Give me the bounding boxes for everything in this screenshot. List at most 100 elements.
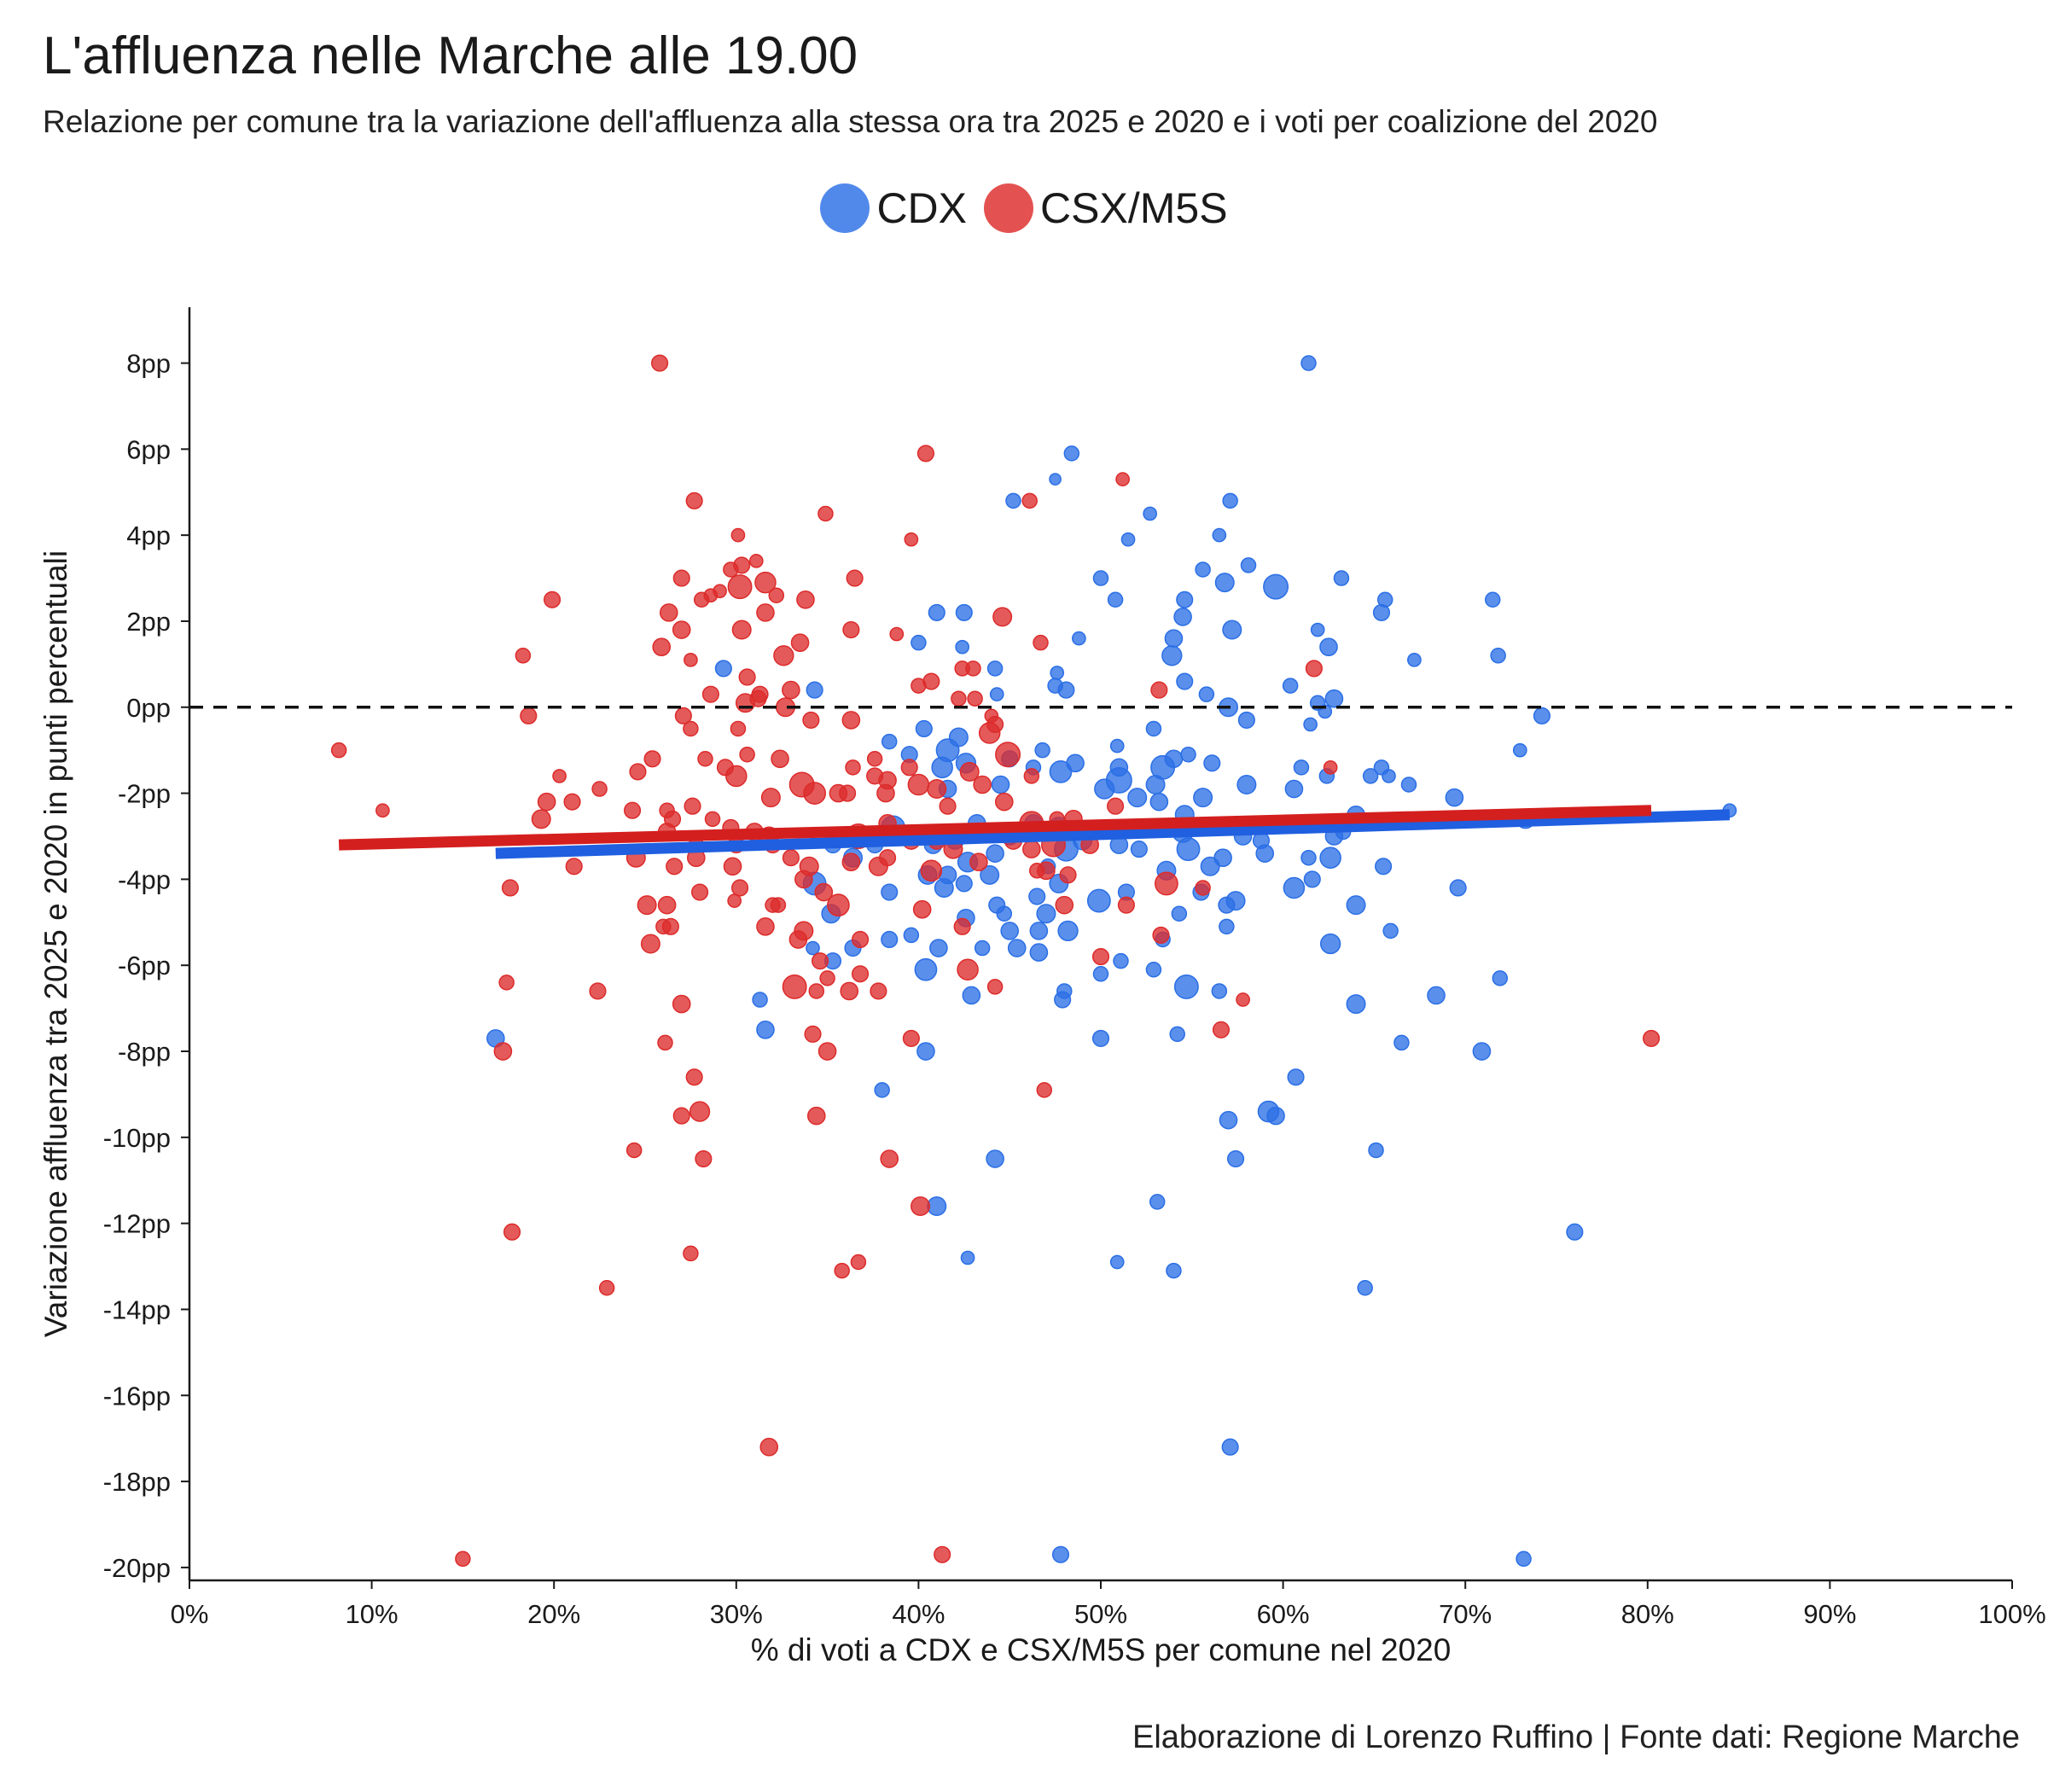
data-point-csx-m5s: [834, 1262, 850, 1279]
data-point-csx-m5s: [819, 970, 835, 986]
data-point-csx-m5s: [841, 711, 861, 730]
data-point-cdx: [806, 940, 820, 956]
data-point-cdx: [1203, 754, 1221, 772]
data-point-csx-m5s: [870, 982, 887, 1000]
data-point-csx-m5s: [672, 620, 691, 639]
y-tick-label: -8pp: [118, 1037, 171, 1067]
data-point-csx-m5s: [563, 793, 581, 811]
data-point-cdx: [989, 687, 1004, 702]
data-point-cdx: [1346, 895, 1366, 916]
data-point-csx-m5s: [751, 685, 769, 703]
data-point-csx-m5s: [623, 801, 642, 819]
data-point-csx-m5s: [904, 532, 919, 547]
data-point-csx-m5s: [794, 921, 814, 941]
source-caption: Elaborazione di Lorenzo Ruffino | Fonte …: [1132, 1719, 2020, 1755]
y-tick-label: -12pp: [103, 1209, 171, 1239]
data-point-cdx: [1368, 1142, 1384, 1159]
data-point-csx-m5s: [902, 1029, 920, 1047]
data-point-csx-m5s: [880, 1149, 899, 1168]
chart-subtitle: Relazione per comune tra la variazione d…: [43, 104, 1658, 139]
data-point-csx-m5s: [657, 1034, 673, 1051]
data-point-cdx: [962, 986, 981, 1005]
data-point-cdx: [986, 844, 1004, 863]
data-point-cdx: [1310, 622, 1325, 637]
data-point-cdx: [1219, 1110, 1238, 1130]
data-point-cdx: [1173, 608, 1192, 626]
data-point-cdx: [1300, 355, 1317, 371]
data-point-cdx: [1533, 707, 1551, 724]
data-point-cdx: [1164, 629, 1184, 648]
data-point-csx-m5s: [1036, 1082, 1053, 1098]
data-point-csx-m5s: [879, 849, 897, 867]
data-point-csx-m5s: [986, 979, 1004, 995]
data-point-csx-m5s: [995, 742, 1021, 768]
data-point-csx-m5s: [754, 571, 777, 594]
data-point-csx-m5s: [760, 788, 781, 808]
data-point-cdx: [1166, 1262, 1182, 1279]
y-tick-label: 4pp: [126, 521, 171, 550]
data-point-csx-m5s: [889, 626, 905, 642]
data-point-csx-m5s: [900, 759, 918, 777]
data-point-csx-m5s: [565, 858, 583, 876]
data-point-csx-m5s: [691, 883, 709, 901]
x-tick-label: 30%: [710, 1599, 763, 1629]
y-tick-label: -18pp: [103, 1467, 171, 1497]
data-point-cdx: [1007, 939, 1027, 957]
data-point-cdx: [911, 634, 927, 651]
data-point-cdx: [1028, 887, 1046, 905]
data-point-csx-m5s: [969, 852, 988, 872]
data-point-csx-m5s: [591, 781, 608, 797]
data-point-cdx: [1393, 1034, 1410, 1051]
data-point-cdx: [928, 603, 945, 621]
data-point-cdx: [1063, 445, 1080, 462]
data-point-csx-m5s: [850, 1254, 867, 1271]
data-point-cdx: [714, 660, 732, 678]
data-point-cdx: [1036, 904, 1056, 924]
data-point-cdx: [1161, 645, 1183, 666]
data-point-csx-m5s: [643, 750, 661, 768]
data-point-csx-m5s: [973, 775, 992, 794]
data-point-csx-m5s: [640, 934, 660, 954]
data-point-cdx: [1005, 492, 1021, 509]
chart-title: L'affluenza nelle Marche alle 19.00: [43, 26, 858, 85]
data-point-csx-m5s: [851, 965, 870, 983]
data-point-csx-m5s: [759, 1437, 779, 1457]
data-point-csx-m5s: [1150, 681, 1168, 699]
data-point-cdx: [986, 660, 1004, 677]
data-point-cdx: [1113, 952, 1129, 969]
data-point-csx-m5s: [846, 569, 864, 587]
data-point-csx-m5s: [1107, 797, 1125, 815]
data-point-cdx: [1492, 970, 1509, 986]
y-tick-label: -10pp: [103, 1123, 171, 1153]
data-point-cdx: [756, 1021, 775, 1039]
data-point-csx-m5s: [531, 809, 551, 829]
data-point-csx-m5s: [672, 569, 690, 587]
data-point-csx-m5s: [911, 1196, 931, 1216]
y-axis-ticks: 8pp 6pp 4pp 2pp 0pp -2pp -4pp -6pp -8pp -10pp -12p…: [103, 349, 189, 1583]
data-point-cdx: [1072, 631, 1086, 646]
x-tick-label: 10%: [346, 1599, 399, 1629]
data-point-csx-m5s: [501, 879, 519, 897]
data-point-cdx: [1240, 557, 1257, 573]
data-point-csx-m5s: [1091, 948, 1110, 966]
y-tick-label: 0pp: [126, 693, 171, 723]
data-point-csx-m5s: [723, 857, 742, 876]
data-point-cdx: [1283, 876, 1306, 899]
data-point-csx-m5s: [771, 749, 789, 769]
data-point-csx-m5s: [803, 782, 827, 805]
data-point-csx-m5s: [652, 637, 672, 657]
data-point-csx-m5s: [685, 1068, 703, 1086]
data-point-cdx: [1333, 570, 1350, 586]
data-point-cdx: [1516, 1551, 1532, 1568]
x-tick-label: 0%: [171, 1599, 209, 1629]
data-point-csx-m5s: [782, 680, 800, 700]
data-point-cdx: [1195, 561, 1211, 578]
trend-line-csx-m5s: [338, 805, 1652, 851]
data-point-csx-m5s: [1033, 634, 1049, 651]
data-point-csx-m5s: [685, 492, 703, 509]
data-point-cdx: [1145, 961, 1162, 978]
data-point-cdx: [1227, 1149, 1245, 1168]
legend-item-cdx: CDX: [820, 183, 967, 233]
y-tick-label: -14pp: [103, 1295, 171, 1324]
data-point-cdx: [1211, 983, 1228, 999]
